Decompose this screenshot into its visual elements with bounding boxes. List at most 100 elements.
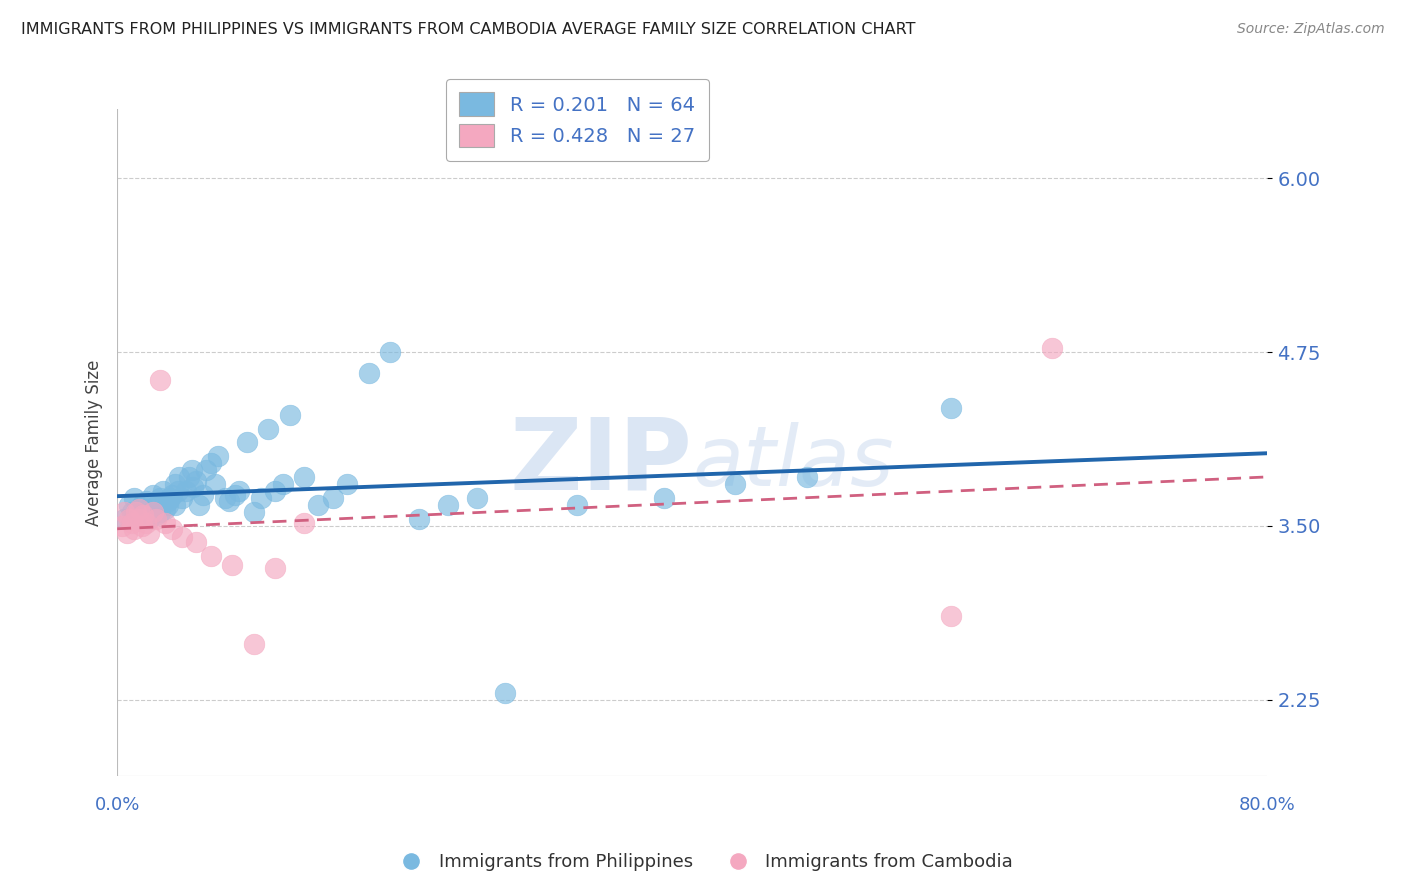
Point [292, 470, 315, 484]
Legend: Immigrants from Philippines, Immigrants from Cambodia: Immigrants from Philippines, Immigrants … [387, 847, 1019, 879]
Point [152, 484, 174, 499]
Point [112, 505, 135, 519]
Point [357, 366, 380, 380]
Point [112, 512, 135, 526]
Point [939, 401, 962, 415]
Point [118, 512, 141, 526]
Point [264, 484, 287, 499]
Point [153, 516, 176, 530]
Point [170, 491, 193, 505]
Point [142, 505, 165, 519]
Point [250, 491, 273, 505]
Point [567, 498, 589, 512]
Point [186, 475, 208, 489]
Point [131, 518, 153, 533]
Point [200, 549, 222, 564]
Point [494, 685, 516, 699]
Point [408, 512, 430, 526]
Point [181, 463, 204, 477]
Point [149, 491, 172, 505]
Point [138, 525, 160, 540]
Point [153, 502, 176, 516]
Point [156, 493, 179, 508]
Point [207, 450, 229, 464]
Point [1040, 341, 1063, 355]
Point [117, 525, 139, 540]
Text: Source: ZipAtlas.com: Source: ZipAtlas.com [1237, 22, 1385, 37]
Text: atlas: atlas [692, 422, 894, 503]
Point [221, 558, 243, 572]
Point [652, 491, 675, 505]
Point [128, 502, 150, 516]
Legend: R = 0.201   N = 64, R = 0.428   N = 27: R = 0.201 N = 64, R = 0.428 N = 27 [446, 78, 709, 161]
Point [132, 508, 155, 522]
Point [278, 408, 301, 422]
Point [228, 484, 250, 499]
Text: 80.0%: 80.0% [1239, 796, 1296, 814]
Point [163, 477, 186, 491]
Point [170, 530, 193, 544]
Point [163, 498, 186, 512]
Point [142, 488, 165, 502]
Point [167, 470, 190, 484]
Point [145, 508, 167, 522]
Point [124, 522, 146, 536]
Point [128, 512, 150, 526]
Point [135, 502, 157, 516]
Point [132, 508, 155, 522]
Point [186, 535, 208, 549]
Text: IMMIGRANTS FROM PHILIPPINES VS IMMIGRANTS FROM CAMBODIA AVERAGE FAMILY SIZE CORR: IMMIGRANTS FROM PHILIPPINES VS IMMIGRANT… [21, 22, 915, 37]
Point [177, 470, 200, 484]
Point [336, 477, 359, 491]
Point [142, 505, 165, 519]
Point [195, 463, 218, 477]
Point [292, 516, 315, 530]
Point [183, 480, 205, 494]
Point [264, 560, 287, 574]
Point [135, 493, 157, 508]
Point [235, 435, 257, 450]
Point [131, 498, 153, 512]
Point [166, 484, 188, 499]
Point [156, 498, 179, 512]
Point [145, 512, 167, 526]
Point [243, 637, 266, 651]
Point [257, 421, 280, 435]
Point [243, 505, 266, 519]
Point [160, 522, 183, 536]
Point [465, 491, 488, 505]
Point [939, 609, 962, 624]
Point [124, 491, 146, 505]
Point [322, 491, 344, 505]
Point [271, 477, 294, 491]
Point [188, 498, 211, 512]
Text: ZIP: ZIP [509, 414, 692, 511]
Point [200, 456, 222, 470]
Point [138, 512, 160, 526]
Point [160, 488, 183, 502]
Text: 0.0%: 0.0% [94, 796, 139, 814]
Point [110, 518, 132, 533]
Point [149, 373, 172, 387]
Point [135, 516, 157, 530]
Point [380, 345, 402, 359]
Point [437, 498, 460, 512]
Point [308, 498, 330, 512]
Point [149, 505, 172, 519]
Point [193, 488, 215, 502]
Point [118, 498, 141, 512]
Point [224, 488, 246, 502]
Point [218, 493, 240, 508]
Point [121, 516, 143, 530]
Point [796, 470, 818, 484]
Point [724, 477, 747, 491]
Point [121, 505, 143, 519]
Y-axis label: Average Family Size: Average Family Size [86, 359, 103, 525]
Point [214, 491, 236, 505]
Point [159, 491, 181, 505]
Point [204, 477, 226, 491]
Point [174, 484, 197, 499]
Point [146, 498, 169, 512]
Point [128, 512, 150, 526]
Point [125, 505, 148, 519]
